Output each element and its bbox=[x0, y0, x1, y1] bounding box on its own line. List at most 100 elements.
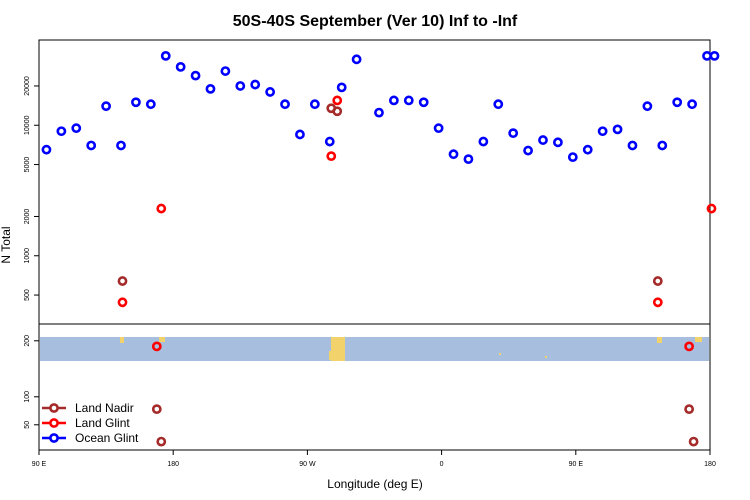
x-axis-label: Longitude (deg E) bbox=[327, 477, 422, 491]
ocean-glint-point bbox=[582, 144, 593, 155]
land-patch bbox=[657, 337, 662, 343]
map-strip bbox=[40, 337, 709, 361]
ocean-glint-point bbox=[702, 50, 712, 61]
ocean-glint-point bbox=[388, 95, 399, 106]
y-tick-label: 1000 bbox=[24, 248, 31, 264]
ocean-glint-point bbox=[448, 149, 459, 160]
ocean-glint-point bbox=[205, 83, 216, 94]
land-glint-point bbox=[652, 297, 663, 308]
ocean-glint-point bbox=[418, 97, 429, 108]
ocean-glint-point bbox=[642, 101, 653, 112]
ocean-glint-point bbox=[433, 123, 444, 134]
y-axis-bottom: 50 100 200 bbox=[24, 335, 39, 429]
land-nadir-point bbox=[684, 404, 695, 415]
ocean-glint-point bbox=[56, 126, 67, 137]
ocean-glint-point bbox=[567, 152, 578, 163]
land-glint-point bbox=[151, 341, 162, 352]
ocean-glint-point bbox=[131, 97, 141, 108]
ocean-glint-point bbox=[250, 79, 261, 90]
land-nadir-point bbox=[151, 404, 162, 415]
x-tick-label: 0 bbox=[440, 461, 444, 468]
ocean-glint-point bbox=[309, 99, 320, 110]
ocean-glint-point bbox=[687, 99, 698, 110]
bottom-panel-frame bbox=[38, 323, 711, 451]
ocean-band bbox=[40, 337, 709, 361]
legend-label: Ocean Glint bbox=[75, 431, 139, 445]
y-tick-label: 500 bbox=[24, 289, 31, 301]
land-nadir-point bbox=[117, 276, 128, 286]
land-patch bbox=[159, 337, 165, 342]
ocean-glint-point bbox=[295, 129, 305, 140]
land-patch bbox=[695, 337, 702, 342]
ocean-glint-point bbox=[403, 95, 414, 106]
land-glint-point bbox=[332, 95, 343, 106]
land-glint-point bbox=[156, 203, 167, 214]
legend-marker bbox=[49, 433, 59, 443]
y-axis-top: 500 1000 2000 5000 10000 20000 bbox=[24, 76, 39, 301]
x-axis: 90 E 180 90 W 0 90 E 180 bbox=[32, 450, 716, 468]
y-tick-label: 20000 bbox=[24, 76, 31, 96]
ocean-glint-point bbox=[235, 81, 246, 91]
ocean-glint-point bbox=[86, 140, 97, 151]
land-patch bbox=[499, 353, 501, 355]
ocean-glint-point bbox=[336, 82, 347, 93]
data-points bbox=[41, 50, 720, 447]
ocean-glint-point bbox=[657, 140, 668, 151]
ocean-glint-point bbox=[374, 107, 384, 118]
ocean-glint-point bbox=[612, 124, 623, 135]
ocean-glint-point bbox=[220, 66, 231, 76]
legend-marker bbox=[49, 403, 59, 413]
ocean-glint-point bbox=[493, 99, 504, 110]
x-tick-label: 90 E bbox=[32, 461, 47, 468]
ocean-glint-point bbox=[175, 61, 186, 72]
ocean-glint-point bbox=[553, 137, 563, 148]
legend-label: Land Nadir bbox=[75, 401, 134, 415]
ocean-glint-point bbox=[71, 123, 82, 134]
y-tick-label: 100 bbox=[24, 391, 31, 403]
land-patch bbox=[329, 351, 335, 360]
y-tick-label: 5000 bbox=[24, 157, 31, 173]
ocean-glint-point bbox=[145, 99, 156, 110]
top-panel-frame bbox=[38, 39, 711, 325]
ocean-glint-point bbox=[160, 50, 171, 61]
land-glint-point bbox=[706, 203, 717, 214]
x-tick-label: 90 W bbox=[299, 461, 316, 468]
x-tick-label: 90 E bbox=[569, 461, 584, 468]
y-tick-label: 200 bbox=[24, 335, 31, 347]
land-glint-point bbox=[684, 341, 695, 352]
land-patch bbox=[120, 337, 124, 343]
ocean-glint-point bbox=[280, 99, 290, 110]
land-glint-point bbox=[117, 297, 128, 308]
land-glint-point bbox=[326, 151, 337, 162]
ocean-glint-point bbox=[463, 154, 474, 165]
ocean-glint-point bbox=[478, 136, 489, 147]
land-patch bbox=[545, 356, 547, 358]
ocean-glint-point bbox=[116, 140, 126, 151]
x-tick-label: 180 bbox=[704, 461, 716, 468]
ocean-glint-point bbox=[508, 128, 519, 139]
ocean-glint-point bbox=[672, 97, 683, 108]
x-tick-label: 180 bbox=[167, 461, 179, 468]
y-tick-label: 50 bbox=[24, 421, 31, 429]
legend-marker bbox=[49, 418, 59, 428]
land-nadir-point bbox=[652, 276, 663, 286]
land-nadir-point bbox=[332, 106, 343, 117]
ocean-glint-point bbox=[41, 144, 52, 155]
ocean-glint-point bbox=[597, 126, 608, 137]
ocean-glint-point bbox=[351, 54, 362, 65]
legend-label: Land Glint bbox=[75, 416, 130, 430]
ocean-glint-point bbox=[265, 87, 276, 97]
chart-title: 50S-40S September (Ver 10) Inf to -Inf bbox=[233, 13, 518, 30]
y-tick-label: 2000 bbox=[24, 209, 31, 225]
ocean-glint-point bbox=[627, 140, 638, 151]
y-axis-label: N Total bbox=[0, 226, 13, 263]
ocean-glint-point bbox=[709, 50, 720, 61]
land-nadir-point bbox=[688, 436, 699, 447]
ocean-glint-point bbox=[523, 145, 533, 156]
ocean-glint-point bbox=[538, 135, 548, 145]
ocean-glint-point bbox=[190, 70, 201, 81]
land-nadir-point bbox=[156, 436, 167, 447]
y-tick-label: 10000 bbox=[24, 115, 31, 135]
